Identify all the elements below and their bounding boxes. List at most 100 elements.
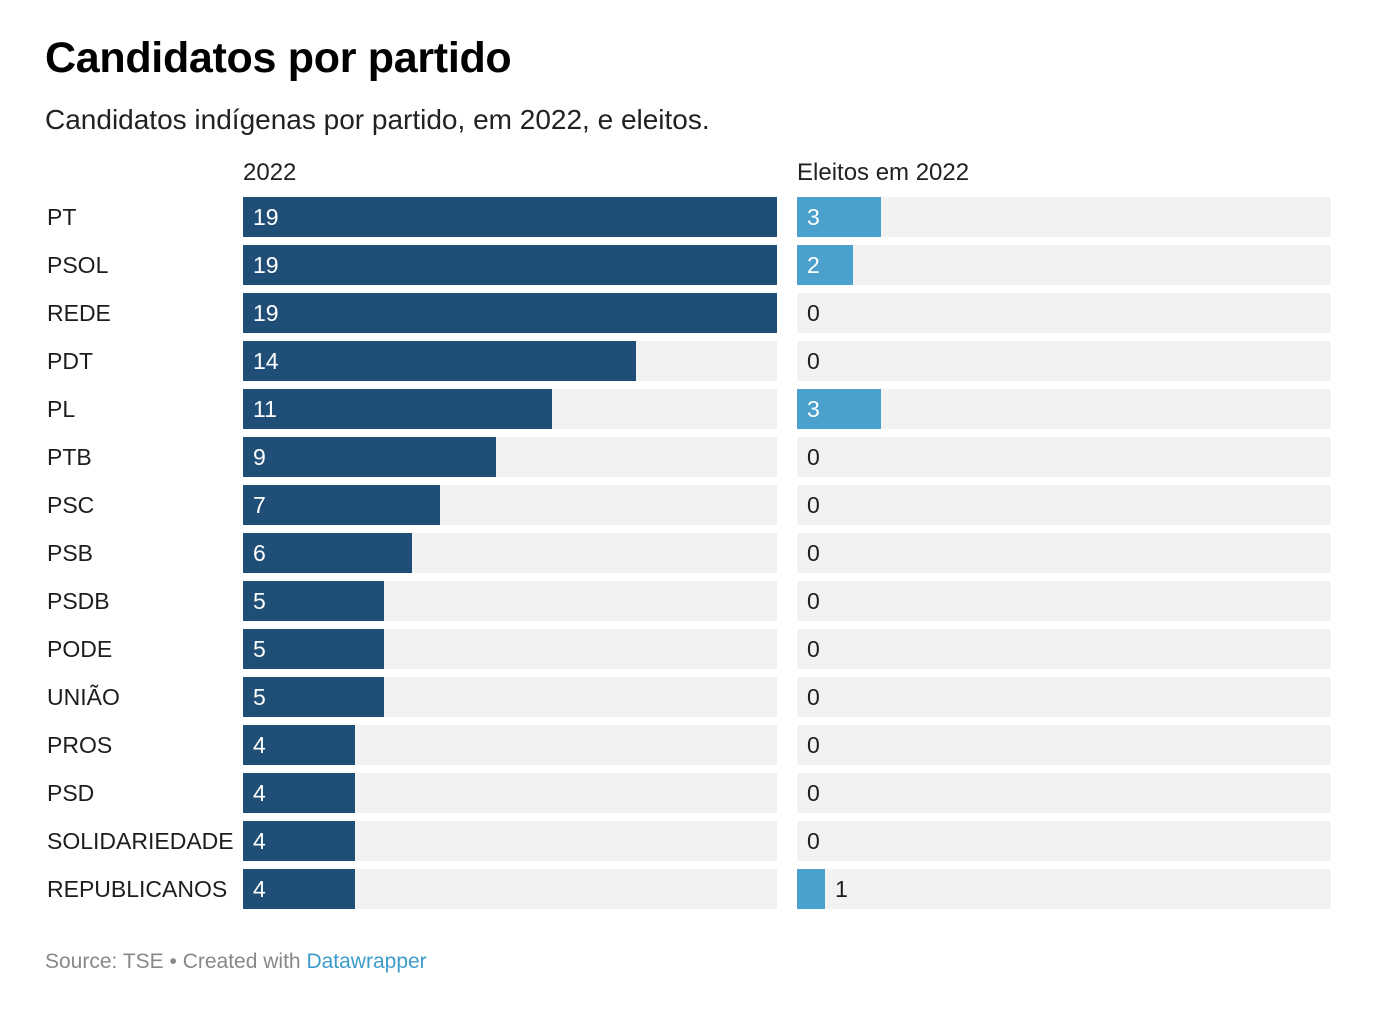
party-label: PROS — [47, 732, 113, 758]
eleitos-track: 0 — [797, 437, 1331, 477]
candidatos-bar — [243, 725, 355, 765]
bar-row: PSD 4 0 — [0, 773, 1396, 813]
eleitos-track: 0 — [797, 773, 1331, 813]
bar-row: REPUBLICANOS 4 1 — [0, 869, 1396, 909]
party-label: PT — [47, 204, 77, 230]
party-label: PSD — [47, 780, 95, 806]
eleitos-value-label: 3 — [807, 204, 820, 230]
candidatos-bar — [243, 293, 777, 333]
bar-row: PODE 5 0 — [0, 629, 1396, 669]
eleitos-value-label: 0 — [807, 588, 820, 614]
bar-row: SOLIDARIEDADE 4 0 — [0, 821, 1396, 861]
chart-title: Candidatos por partido — [45, 34, 512, 82]
eleitos-track: 0 — [797, 341, 1331, 381]
bar-row: PSB 6 0 — [0, 533, 1396, 573]
party-label: SOLIDARIEDADE — [47, 828, 234, 854]
party-label: PODE — [47, 636, 113, 662]
datawrapper-link[interactable]: Datawrapper — [306, 950, 427, 973]
candidatos-track: 4 — [243, 725, 777, 765]
eleitos-value-label: 0 — [807, 444, 820, 470]
candidatos-track: 4 — [243, 821, 777, 861]
candidatos-bar — [243, 245, 777, 285]
candidatos-track: 4 — [243, 869, 777, 909]
candidatos-value-label: 5 — [253, 636, 266, 662]
candidatos-bar — [243, 773, 355, 813]
bar-row: PSOL 19 2 — [0, 245, 1396, 285]
candidatos-value-label: 19 — [253, 204, 279, 230]
eleitos-value-label: 0 — [807, 780, 820, 806]
candidatos-value-label: 9 — [253, 444, 266, 470]
candidatos-bar — [243, 677, 384, 717]
chart-footer: Source: TSE • Created with Datawrapper — [45, 950, 427, 974]
column-header-candidatos: 2022 — [243, 159, 297, 186]
column-header-eleitos: Eleitos em 2022 — [797, 159, 970, 186]
bar-row: PROS 4 0 — [0, 725, 1396, 765]
candidatos-track: 5 — [243, 581, 777, 621]
eleitos-bar — [797, 389, 881, 429]
candidatos-value-label: 4 — [253, 828, 266, 854]
candidatos-bar — [243, 821, 355, 861]
candidatos-bar — [243, 581, 384, 621]
bar-row: REDE 19 0 — [0, 293, 1396, 333]
eleitos-value-label: 0 — [807, 636, 820, 662]
footer-source: Source: TSE — [45, 950, 164, 973]
candidatos-track: 5 — [243, 629, 777, 669]
footer-created-with: Created with — [182, 950, 307, 973]
candidatos-bar — [243, 485, 440, 525]
eleitos-bar — [797, 245, 853, 285]
party-label: PTB — [47, 444, 92, 470]
candidatos-value-label: 5 — [253, 684, 266, 710]
eleitos-track: 0 — [797, 581, 1331, 621]
party-label: PDT — [47, 348, 93, 374]
candidatos-bar — [243, 629, 384, 669]
candidatos-value-label: 19 — [253, 252, 279, 278]
candidatos-value-label: 14 — [253, 348, 279, 374]
candidatos-bar — [243, 197, 777, 237]
chart-subtitle: Candidatos indígenas por partido, em 202… — [45, 104, 710, 135]
candidatos-value-label: 6 — [253, 540, 266, 566]
candidatos-value-label: 5 — [253, 588, 266, 614]
candidatos-track: 5 — [243, 677, 777, 717]
eleitos-track: 0 — [797, 533, 1331, 573]
eleitos-value-label: 3 — [807, 396, 820, 422]
eleitos-bar — [797, 869, 825, 909]
eleitos-track: 0 — [797, 725, 1331, 765]
candidatos-value-label: 7 — [253, 492, 266, 518]
eleitos-track: 1 — [797, 869, 1331, 909]
party-label: PSDB — [47, 588, 110, 614]
eleitos-track: 2 — [797, 245, 1331, 285]
candidatos-value-label: 4 — [253, 732, 266, 758]
eleitos-track: 0 — [797, 821, 1331, 861]
eleitos-value-label: 0 — [807, 300, 820, 326]
party-label: UNIÃO — [47, 684, 120, 710]
candidatos-bar — [243, 341, 636, 381]
eleitos-value-label: 2 — [807, 252, 820, 278]
party-label: PL — [47, 396, 76, 422]
candidatos-value-label: 4 — [253, 876, 266, 902]
candidatos-track: 19 — [243, 197, 777, 237]
party-label: PSOL — [47, 252, 109, 278]
bar-row: PTB 9 0 — [0, 437, 1396, 477]
candidatos-track: 4 — [243, 773, 777, 813]
eleitos-value-label: 0 — [807, 540, 820, 566]
candidatos-bar — [243, 437, 496, 477]
party-label: REPUBLICANOS — [47, 876, 228, 902]
party-label: PSB — [47, 540, 94, 566]
bar-row: PSDB 5 0 — [0, 581, 1396, 621]
bar-row: PL 11 3 — [0, 389, 1396, 429]
eleitos-track: 0 — [797, 677, 1331, 717]
party-label: REDE — [47, 300, 111, 326]
eleitos-track: 0 — [797, 293, 1331, 333]
eleitos-value-label: 0 — [807, 492, 820, 518]
bar-row: PDT 14 0 — [0, 341, 1396, 381]
candidatos-track: 19 — [243, 245, 777, 285]
eleitos-value-label: 0 — [807, 348, 820, 374]
candidatos-bar — [243, 533, 412, 573]
bar-row: UNIÃO 5 0 — [0, 677, 1396, 717]
footer-separator: • — [163, 950, 183, 973]
eleitos-value-label: 0 — [807, 732, 820, 758]
candidatos-value-label: 4 — [253, 780, 266, 806]
party-label: PSC — [47, 492, 95, 518]
candidatos-track: 19 — [243, 293, 777, 333]
bar-row: PT 19 3 — [0, 197, 1396, 237]
